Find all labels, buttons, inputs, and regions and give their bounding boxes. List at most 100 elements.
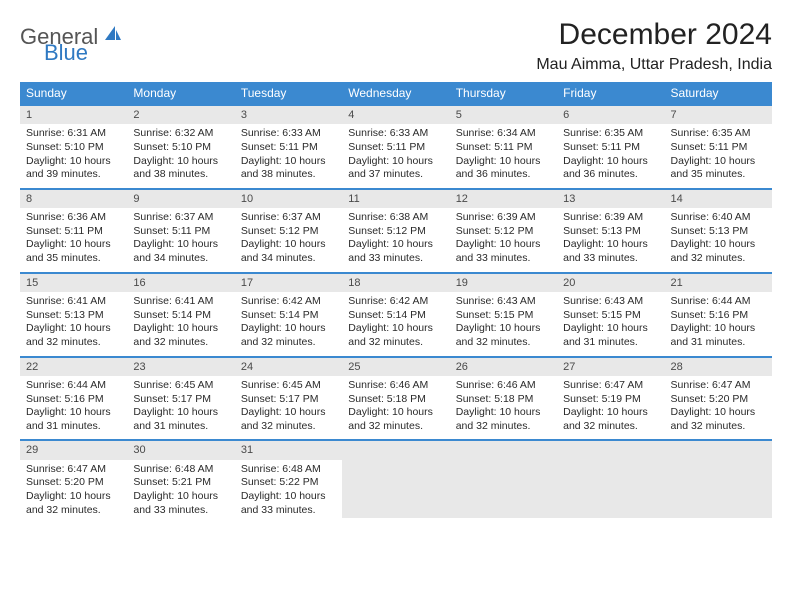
daylight-line: Daylight: 10 hours and 33 minutes.: [563, 238, 658, 265]
sunset-line: Sunset: 5:11 PM: [133, 225, 228, 239]
calendar-cell: [557, 440, 664, 523]
day-details: Sunrise: 6:37 AMSunset: 5:11 PMDaylight:…: [127, 208, 234, 272]
sunset-line: Sunset: 5:17 PM: [241, 393, 336, 407]
sunrise-line: Sunrise: 6:39 AM: [456, 211, 551, 225]
daylight-line: Daylight: 10 hours and 35 minutes.: [26, 238, 121, 265]
daylight-line: Daylight: 10 hours and 36 minutes.: [563, 155, 658, 182]
calendar-row: 8Sunrise: 6:36 AMSunset: 5:11 PMDaylight…: [20, 189, 772, 273]
sunset-line: Sunset: 5:20 PM: [671, 393, 766, 407]
calendar-table: Sunday Monday Tuesday Wednesday Thursday…: [20, 82, 772, 523]
sunrise-line: Sunrise: 6:31 AM: [26, 127, 121, 141]
weekday-header-row: Sunday Monday Tuesday Wednesday Thursday…: [20, 82, 772, 105]
day-details: Sunrise: 6:38 AMSunset: 5:12 PMDaylight:…: [342, 208, 449, 272]
calendar-cell: 7Sunrise: 6:35 AMSunset: 5:11 PMDaylight…: [665, 105, 772, 189]
calendar-cell: 13Sunrise: 6:39 AMSunset: 5:13 PMDayligh…: [557, 189, 664, 273]
sunset-line: Sunset: 5:14 PM: [241, 309, 336, 323]
calendar-cell: 10Sunrise: 6:37 AMSunset: 5:12 PMDayligh…: [235, 189, 342, 273]
calendar-cell: 21Sunrise: 6:44 AMSunset: 5:16 PMDayligh…: [665, 273, 772, 357]
sunrise-line: Sunrise: 6:48 AM: [241, 463, 336, 477]
sunset-line: Sunset: 5:14 PM: [133, 309, 228, 323]
daylight-line: Daylight: 10 hours and 32 minutes.: [671, 238, 766, 265]
daylight-line: Daylight: 10 hours and 31 minutes.: [671, 322, 766, 349]
day-number: 18: [342, 274, 449, 292]
day-details: Sunrise: 6:47 AMSunset: 5:20 PMDaylight:…: [20, 460, 127, 524]
day-number: 6: [557, 106, 664, 124]
sunrise-line: Sunrise: 6:42 AM: [348, 295, 443, 309]
sunrise-line: Sunrise: 6:48 AM: [133, 463, 228, 477]
daylight-line: Daylight: 10 hours and 31 minutes.: [26, 406, 121, 433]
day-details: Sunrise: 6:46 AMSunset: 5:18 PMDaylight:…: [342, 376, 449, 440]
day-details: Sunrise: 6:47 AMSunset: 5:20 PMDaylight:…: [665, 376, 772, 440]
calendar-cell: 28Sunrise: 6:47 AMSunset: 5:20 PMDayligh…: [665, 357, 772, 441]
calendar-cell: [665, 440, 772, 523]
day-number: 5: [450, 106, 557, 124]
sunset-line: Sunset: 5:10 PM: [133, 141, 228, 155]
calendar-row: 29Sunrise: 6:47 AMSunset: 5:20 PMDayligh…: [20, 440, 772, 523]
day-number: 22: [20, 358, 127, 376]
daylight-line: Daylight: 10 hours and 32 minutes.: [348, 406, 443, 433]
day-number: 14: [665, 190, 772, 208]
day-number: 28: [665, 358, 772, 376]
weekday-header: Friday: [557, 82, 664, 105]
day-details: Sunrise: 6:48 AMSunset: 5:22 PMDaylight:…: [235, 460, 342, 524]
calendar-row: 15Sunrise: 6:41 AMSunset: 5:13 PMDayligh…: [20, 273, 772, 357]
daylight-line: Daylight: 10 hours and 31 minutes.: [133, 406, 228, 433]
day-number: 12: [450, 190, 557, 208]
sunset-line: Sunset: 5:10 PM: [26, 141, 121, 155]
title-block: December 2024 Mau Aimma, Uttar Pradesh, …: [536, 18, 772, 74]
calendar-cell: [342, 440, 449, 523]
daylight-line: Daylight: 10 hours and 32 minutes.: [348, 322, 443, 349]
calendar-cell: 1Sunrise: 6:31 AMSunset: 5:10 PMDaylight…: [20, 105, 127, 189]
sunset-line: Sunset: 5:18 PM: [456, 393, 551, 407]
day-details: Sunrise: 6:37 AMSunset: 5:12 PMDaylight:…: [235, 208, 342, 272]
day-details: Sunrise: 6:35 AMSunset: 5:11 PMDaylight:…: [557, 124, 664, 188]
sunset-line: Sunset: 5:17 PM: [133, 393, 228, 407]
day-details: Sunrise: 6:39 AMSunset: 5:13 PMDaylight:…: [557, 208, 664, 272]
calendar-cell: 19Sunrise: 6:43 AMSunset: 5:15 PMDayligh…: [450, 273, 557, 357]
calendar-cell: 15Sunrise: 6:41 AMSunset: 5:13 PMDayligh…: [20, 273, 127, 357]
daylight-line: Daylight: 10 hours and 38 minutes.: [133, 155, 228, 182]
sunrise-line: Sunrise: 6:46 AM: [348, 379, 443, 393]
day-number: 4: [342, 106, 449, 124]
daylight-line: Daylight: 10 hours and 32 minutes.: [133, 322, 228, 349]
sunrise-line: Sunrise: 6:45 AM: [241, 379, 336, 393]
calendar-cell: 22Sunrise: 6:44 AMSunset: 5:16 PMDayligh…: [20, 357, 127, 441]
sunrise-line: Sunrise: 6:47 AM: [26, 463, 121, 477]
calendar-cell: 12Sunrise: 6:39 AMSunset: 5:12 PMDayligh…: [450, 189, 557, 273]
sunrise-line: Sunrise: 6:33 AM: [348, 127, 443, 141]
sunrise-line: Sunrise: 6:40 AM: [671, 211, 766, 225]
day-details: Sunrise: 6:33 AMSunset: 5:11 PMDaylight:…: [235, 124, 342, 188]
sunset-line: Sunset: 5:18 PM: [348, 393, 443, 407]
logo: General Blue: [20, 18, 123, 64]
day-number: 1: [20, 106, 127, 124]
daylight-line: Daylight: 10 hours and 33 minutes.: [241, 490, 336, 517]
sunrise-line: Sunrise: 6:32 AM: [133, 127, 228, 141]
day-details: Sunrise: 6:46 AMSunset: 5:18 PMDaylight:…: [450, 376, 557, 440]
daylight-line: Daylight: 10 hours and 37 minutes.: [348, 155, 443, 182]
day-details: Sunrise: 6:32 AMSunset: 5:10 PMDaylight:…: [127, 124, 234, 188]
header: General Blue December 2024 Mau Aimma, Ut…: [20, 18, 772, 74]
day-number: 20: [557, 274, 664, 292]
calendar-cell: 27Sunrise: 6:47 AMSunset: 5:19 PMDayligh…: [557, 357, 664, 441]
day-number: 21: [665, 274, 772, 292]
day-details: Sunrise: 6:34 AMSunset: 5:11 PMDaylight:…: [450, 124, 557, 188]
weekday-header: Monday: [127, 82, 234, 105]
sunrise-line: Sunrise: 6:39 AM: [563, 211, 658, 225]
calendar-cell: 3Sunrise: 6:33 AMSunset: 5:11 PMDaylight…: [235, 105, 342, 189]
daylight-line: Daylight: 10 hours and 31 minutes.: [563, 322, 658, 349]
weekday-header: Sunday: [20, 82, 127, 105]
sunrise-line: Sunrise: 6:35 AM: [671, 127, 766, 141]
day-details: Sunrise: 6:41 AMSunset: 5:13 PMDaylight:…: [20, 292, 127, 356]
sunrise-line: Sunrise: 6:46 AM: [456, 379, 551, 393]
sunset-line: Sunset: 5:11 PM: [456, 141, 551, 155]
day-details: Sunrise: 6:45 AMSunset: 5:17 PMDaylight:…: [235, 376, 342, 440]
calendar-row: 1Sunrise: 6:31 AMSunset: 5:10 PMDaylight…: [20, 105, 772, 189]
sunset-line: Sunset: 5:11 PM: [563, 141, 658, 155]
day-details: Sunrise: 6:41 AMSunset: 5:14 PMDaylight:…: [127, 292, 234, 356]
sunset-line: Sunset: 5:19 PM: [563, 393, 658, 407]
sunrise-line: Sunrise: 6:45 AM: [133, 379, 228, 393]
sunrise-line: Sunrise: 6:38 AM: [348, 211, 443, 225]
sunset-line: Sunset: 5:21 PM: [133, 476, 228, 490]
day-details: Sunrise: 6:47 AMSunset: 5:19 PMDaylight:…: [557, 376, 664, 440]
daylight-line: Daylight: 10 hours and 32 minutes.: [563, 406, 658, 433]
